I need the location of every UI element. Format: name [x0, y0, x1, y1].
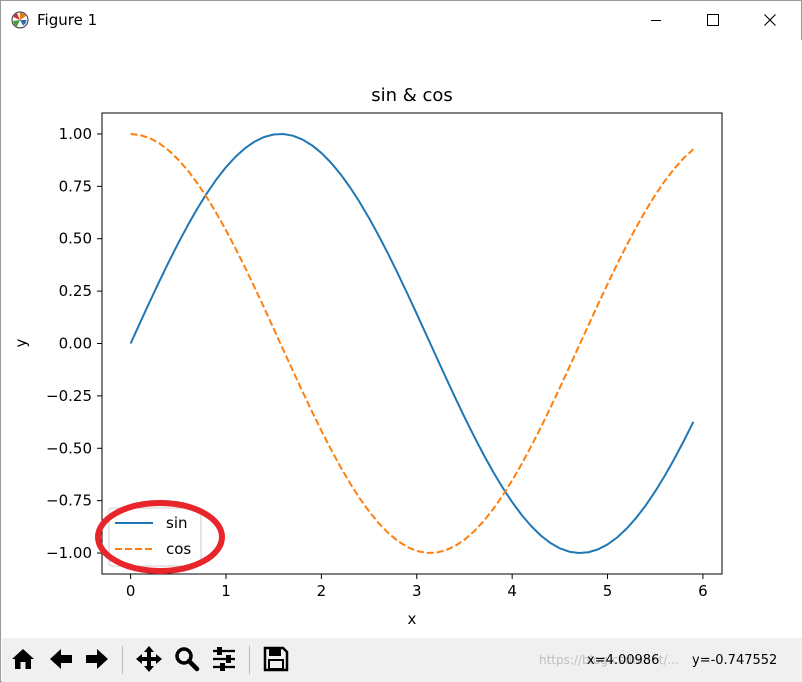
y-tick-label: −0.75 [46, 492, 92, 510]
minimize-button[interactable] [633, 1, 679, 39]
zoom-icon [175, 647, 200, 672]
y-tick-label: 0.00 [59, 335, 92, 353]
back-button[interactable] [46, 644, 76, 674]
sliders-icon [213, 647, 235, 671]
y-tick-label: −0.25 [46, 387, 92, 405]
chart-svg: sin & cos x y 0 1 2 3 4 5 6 1.00 0.75 0.50 0.25 0.0… [12, 85, 723, 628]
save-icon [263, 646, 289, 672]
x-tick-label: 6 [698, 582, 708, 600]
minimize-icon [651, 20, 661, 21]
configure-subplots-button[interactable] [209, 644, 239, 674]
figure-canvas[interactable]: sin & cos x y 0 1 2 3 4 5 6 1.00 0.75 0.50 0.25 0.0… [2, 40, 802, 638]
zoom-button[interactable] [172, 644, 202, 674]
sin-series-line [129, 133, 695, 555]
y-tick-label: 0.25 [59, 282, 92, 300]
x-axis-label: x [408, 610, 417, 628]
x-tick-label: 0 [126, 582, 136, 600]
y-tick-label: 0.50 [59, 230, 92, 248]
toolbar-separator [122, 646, 123, 674]
x-tick-label: 5 [603, 582, 613, 600]
chart-title: sin & cos [371, 85, 453, 106]
x-tick-label: 2 [317, 582, 327, 600]
legend[interactable]: sin cos [108, 507, 202, 567]
legend-sin-label: sin [166, 514, 188, 532]
maximize-icon [707, 14, 719, 26]
x-tick-label: 1 [221, 582, 231, 600]
plot-area-frame [101, 112, 723, 575]
forward-button[interactable] [82, 644, 112, 674]
maximize-button[interactable] [690, 1, 736, 39]
y-tick-label: −0.50 [46, 439, 92, 457]
x-tick-label: 4 [507, 582, 517, 600]
y-axis-label: y [12, 338, 30, 347]
matplotlib-logo-icon [11, 11, 29, 29]
move-icon [136, 646, 162, 672]
navigation-toolbar: https://blog.csdn.net/... x=4.00986 y=-0… [2, 638, 802, 682]
title-bar[interactable]: Figure 1 [1, 1, 801, 39]
legend-cos-label: cos [166, 540, 191, 558]
toolbar-separator [249, 646, 250, 674]
close-button[interactable] [747, 1, 793, 39]
cursor-y-readout: y=-0.747552 [692, 653, 778, 668]
arrow-right-icon [86, 649, 108, 669]
close-icon [764, 14, 776, 26]
save-button[interactable] [261, 644, 291, 674]
y-tick-label: 1.00 [59, 125, 92, 143]
y-tick-label: 0.75 [59, 177, 92, 195]
cos-series-line [130, 132, 695, 554]
window-title: Figure 1 [37, 11, 98, 29]
x-tick-label: 3 [412, 582, 422, 600]
red-highlight-ellipse [95, 500, 225, 574]
cursor-x-readout: x=4.00986 [587, 653, 660, 668]
home-button[interactable] [8, 644, 38, 674]
arrow-left-icon [50, 649, 72, 669]
y-tick-label: −1.00 [46, 544, 92, 562]
home-icon [12, 649, 34, 669]
pan-button[interactable] [134, 644, 164, 674]
watermark-text: https://blog.csdn.net/... [539, 653, 679, 667]
